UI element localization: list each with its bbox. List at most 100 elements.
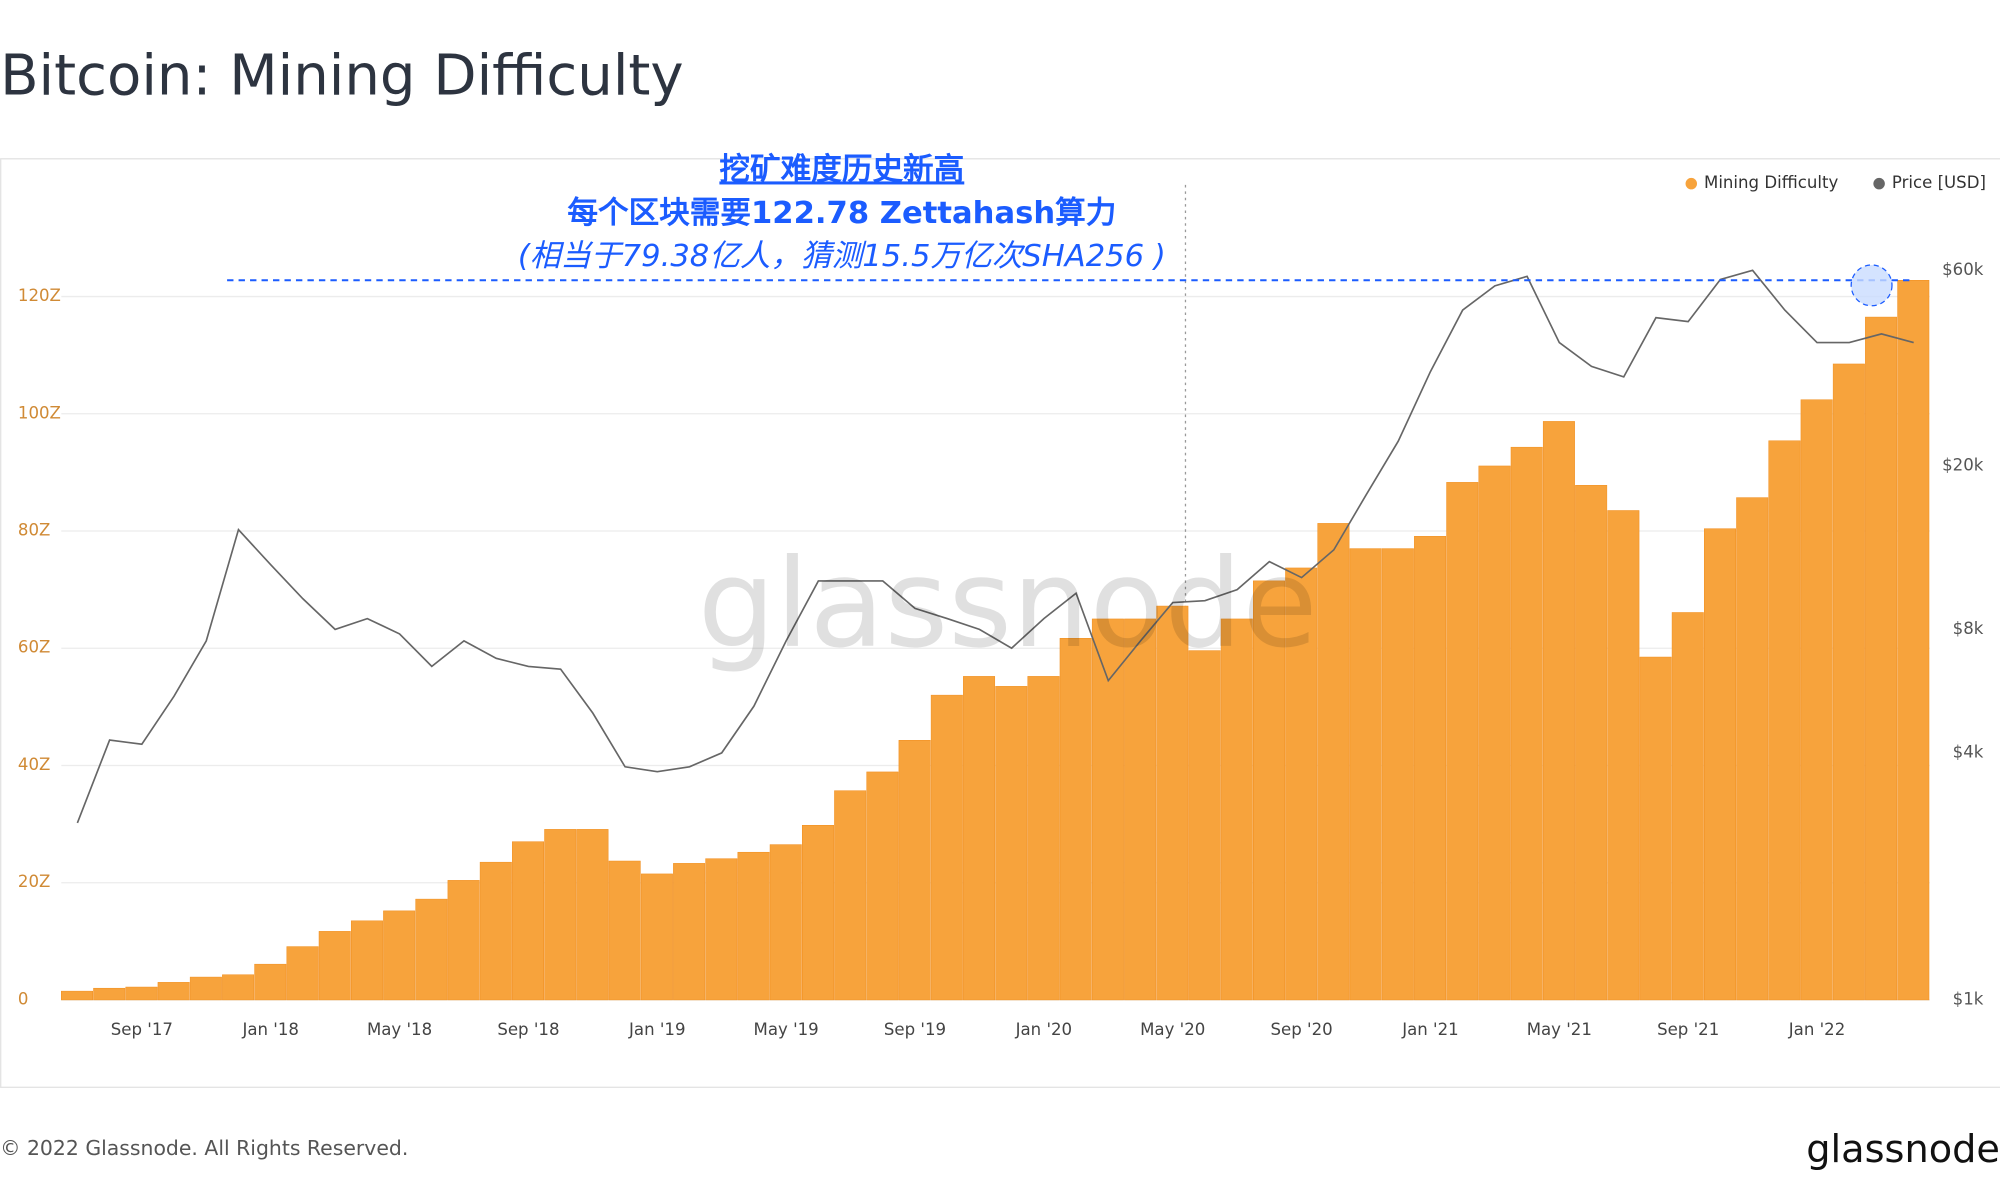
legend-label: Mining Difficulty	[1704, 173, 1838, 192]
bar	[963, 676, 996, 1001]
bar	[1704, 528, 1736, 1001]
bar	[1897, 280, 1930, 1001]
y2-tick-label: $4k	[1953, 742, 1984, 761]
bar	[608, 860, 641, 1001]
bar	[1381, 548, 1414, 1001]
price-line	[76, 269, 1914, 824]
bar	[673, 863, 706, 1001]
bar	[1317, 523, 1350, 1001]
bar	[1671, 612, 1704, 1001]
y-tick-label: 120Z	[18, 286, 61, 305]
bar	[93, 987, 126, 1001]
bar	[1607, 510, 1640, 1001]
bar	[1349, 548, 1382, 1001]
y-tick-label: 60Z	[18, 638, 50, 657]
bar	[1091, 618, 1124, 1001]
legend-marker	[1873, 177, 1885, 190]
bar	[415, 898, 448, 1001]
x-tick-label: Jan '21	[1401, 1020, 1458, 1039]
bar	[801, 825, 834, 1001]
x-tick-label: Sep '21	[1657, 1020, 1719, 1039]
x-tick-label: Jan '22	[1788, 1020, 1845, 1039]
bar	[1575, 485, 1608, 1001]
bar	[1253, 580, 1285, 1001]
x-tick-label: May '19	[754, 1020, 819, 1039]
bar	[254, 963, 287, 1001]
y2-tick-label: $8k	[1953, 619, 1984, 638]
y2-tick-label: $60k	[1942, 260, 1984, 279]
bar	[1156, 605, 1189, 1001]
x-tick-label: Sep '20	[1270, 1020, 1332, 1039]
bar	[125, 986, 158, 1001]
bar	[866, 771, 899, 1001]
bar	[769, 844, 802, 1001]
bar	[640, 873, 673, 1001]
x-tick-label: Sep '19	[884, 1020, 946, 1039]
x-tick-label: Jan '19	[628, 1020, 685, 1039]
watermark: glassnode	[698, 532, 1318, 675]
bar	[1414, 536, 1447, 1001]
x-tick-label: Sep '18	[497, 1020, 559, 1039]
legend-marker	[1685, 177, 1698, 190]
y2-tick-label: $1k	[1953, 989, 1984, 1008]
x-tick-label: Sep '17	[111, 1020, 173, 1039]
y-tick-label: 40Z	[18, 755, 50, 774]
bar	[1188, 650, 1221, 1001]
bar	[544, 829, 577, 1001]
bar	[1542, 421, 1575, 1001]
bar	[1768, 440, 1801, 1001]
logo: glassnode	[1806, 1127, 2000, 1172]
x-tick-label: Jan '20	[1015, 1020, 1072, 1039]
bar	[61, 990, 93, 1001]
bar	[1027, 676, 1060, 1001]
y-tick-label: 0	[18, 989, 29, 1008]
bar	[737, 851, 770, 1001]
bar	[383, 910, 416, 1001]
chart-frame	[0, 158, 2000, 1088]
y-tick-label: 20Z	[18, 872, 50, 891]
bar	[930, 694, 963, 1001]
bar	[1285, 567, 1318, 1001]
y-tick-label: 100Z	[18, 403, 61, 422]
bar	[1832, 363, 1865, 1001]
annotation-line: (相当于79.38亿人，猜测15.5万亿次SHA256 )	[518, 239, 1166, 274]
bar	[157, 982, 190, 1001]
ath-highlight	[1850, 264, 1893, 307]
bar	[1510, 446, 1543, 1001]
bar	[1736, 497, 1769, 1001]
x-tick-label: May '18	[367, 1020, 432, 1039]
bar	[1865, 316, 1898, 1001]
bar	[1220, 618, 1253, 1001]
annotation-title: 挖矿难度历史新高	[719, 151, 964, 187]
bar	[576, 829, 609, 1001]
bar	[995, 686, 1028, 1001]
x-tick-label: Jan '18	[241, 1020, 298, 1039]
bar	[1124, 618, 1157, 1001]
bar	[898, 740, 931, 1001]
bar	[318, 931, 351, 1001]
y-tick-label: 80Z	[18, 521, 50, 540]
bar	[479, 861, 512, 1001]
bar	[1478, 465, 1511, 1001]
annotation-line: 每个区块需要122.78 Zettahash算力	[567, 195, 1116, 231]
chart-title: Bitcoin: Mining Difficulty	[0, 44, 684, 109]
x-tick-label: May '20	[1140, 1020, 1205, 1039]
bar	[189, 976, 222, 1001]
bar	[286, 946, 319, 1001]
bar	[1800, 399, 1833, 1001]
bar	[222, 974, 255, 1001]
bar	[1639, 656, 1672, 1001]
bar	[447, 880, 480, 1001]
bar	[705, 858, 738, 1001]
x-tick-label: May '21	[1527, 1020, 1592, 1039]
plot: 0 20Z 40Z 60Z 80Z 100Z 120Z $1k $4k $8k $20k $60k Se…	[18, 173, 1986, 1039]
y2-tick-label: $20k	[1942, 456, 1984, 475]
legend-label: Price [USD]	[1892, 173, 1986, 192]
bar	[1059, 638, 1092, 1001]
bar	[350, 920, 383, 1001]
bar	[834, 790, 867, 1001]
bar	[1446, 482, 1479, 1001]
footer: © 2022 Glassnode. All Rights Reserved.	[0, 1136, 408, 1160]
